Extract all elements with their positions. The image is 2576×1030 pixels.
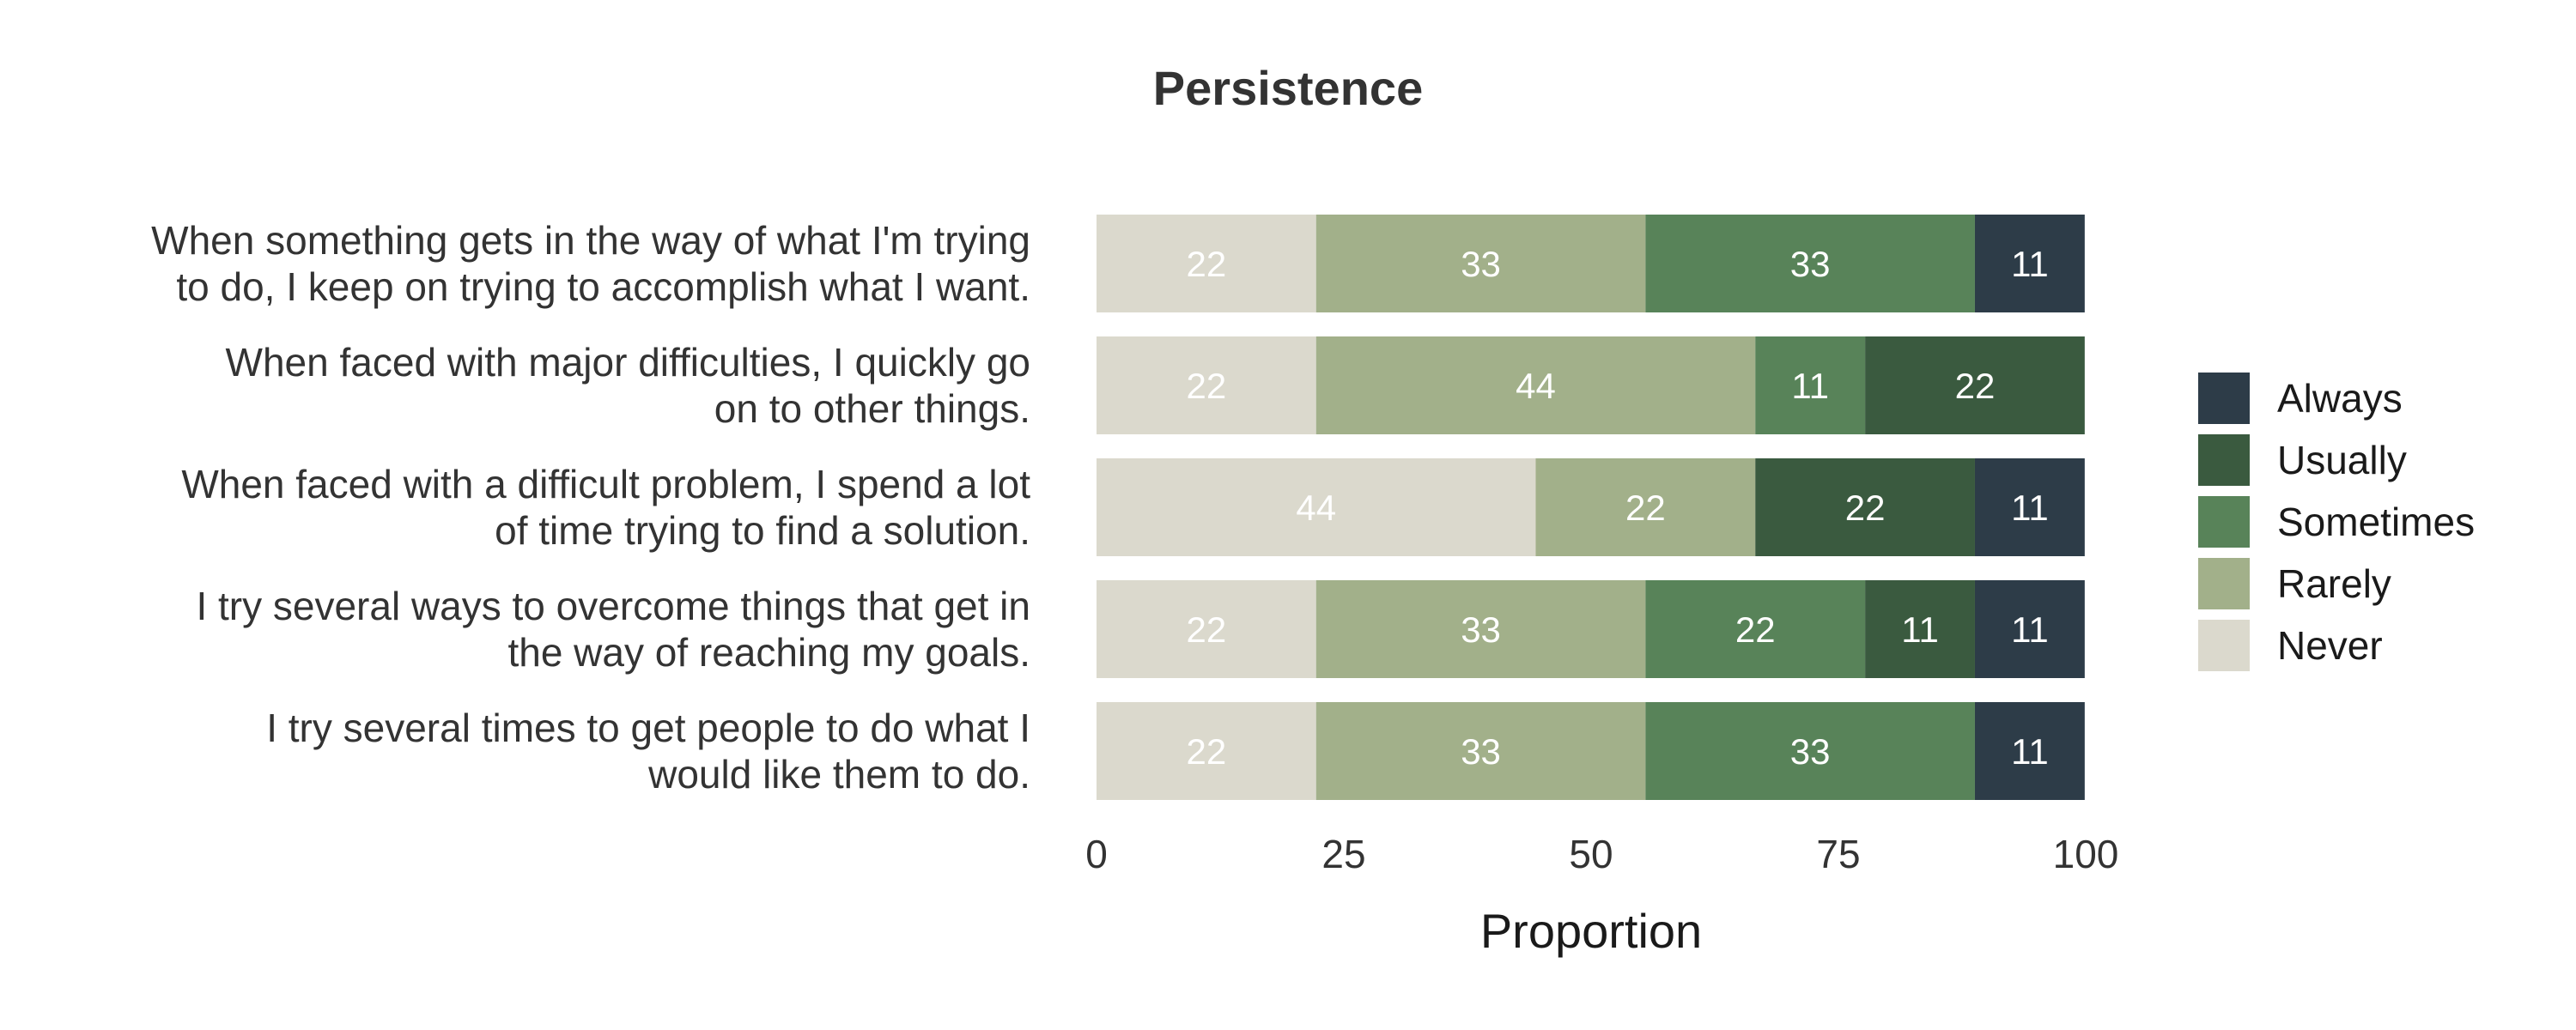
chart-title: Persistence bbox=[1152, 61, 1424, 115]
bar-sometimes-1 bbox=[1645, 215, 1975, 312]
bar-always-4 bbox=[1974, 580, 2085, 678]
data-label-always-1: 11 bbox=[2011, 244, 2049, 284]
legend: Always Usually Sometimes Rarely Never bbox=[2198, 367, 2475, 676]
bar-always-3 bbox=[1974, 458, 2085, 556]
bar-usually-4 bbox=[1865, 580, 1975, 678]
legend-swatch-sometimes bbox=[2198, 496, 2250, 548]
x-tick-label: 100 bbox=[2052, 832, 2119, 876]
category-label-line: to do, I keep on trying to accomplish wh… bbox=[176, 264, 1030, 309]
bar-rarely-2 bbox=[1315, 336, 1756, 434]
bar-never-3 bbox=[1097, 458, 1536, 556]
legend-item-always: Always bbox=[2198, 367, 2475, 429]
data-label-rarely-2: 44 bbox=[1516, 366, 1556, 406]
category-label-3: When faced with a difficult problem, I s… bbox=[26, 461, 1030, 554]
data-label-usually-3: 22 bbox=[1845, 488, 1886, 528]
bar-rarely-3 bbox=[1535, 458, 1756, 556]
legend-label-sometimes: Sometimes bbox=[2277, 500, 2476, 544]
legend-item-never: Never bbox=[2198, 615, 2475, 676]
bar-sometimes-2 bbox=[1755, 336, 1866, 434]
x-tick-label: 50 bbox=[1569, 832, 1613, 876]
data-label-rarely-3: 22 bbox=[1625, 488, 1666, 528]
category-label-line: When faced with a difficult problem, I s… bbox=[181, 462, 1030, 506]
data-label-never-1: 22 bbox=[1187, 244, 1227, 284]
bar-sometimes-5 bbox=[1645, 702, 1975, 800]
legend-label-usually: Usually bbox=[2277, 438, 2407, 482]
data-label-never-2: 22 bbox=[1187, 366, 1227, 406]
data-label-never-3: 44 bbox=[1296, 488, 1336, 528]
data-label-usually-2: 22 bbox=[1955, 366, 1996, 406]
x-tick-label: 75 bbox=[1816, 832, 1861, 876]
x-tick-label: 25 bbox=[1321, 832, 1366, 876]
category-label-line: the way of reaching my goals. bbox=[507, 630, 1030, 675]
data-label-never-5: 22 bbox=[1187, 731, 1227, 772]
bars-group: 22 33 33 11 22 44 11 22 44 22 22 11 22 33 22 11 11 22 33 33… bbox=[1097, 215, 2085, 800]
category-label-line: I try several ways to overcome things th… bbox=[196, 584, 1030, 628]
bar-sometimes-4 bbox=[1645, 580, 1866, 678]
data-label-rarely-1: 33 bbox=[1461, 244, 1501, 284]
legend-item-sometimes: Sometimes bbox=[2198, 491, 2475, 553]
bar-never-5 bbox=[1097, 702, 1316, 800]
data-label-always-3: 11 bbox=[2011, 488, 2049, 528]
data-label-never-4: 22 bbox=[1187, 609, 1227, 650]
bar-rarely-5 bbox=[1315, 702, 1646, 800]
category-label-line: on to other things. bbox=[714, 386, 1030, 431]
bar-rarely-1 bbox=[1315, 215, 1646, 312]
data-label-sometimes-2: 11 bbox=[1791, 366, 1829, 406]
category-label-line: When faced with major difficulties, I qu… bbox=[225, 340, 1030, 385]
category-label-line: I try several times to get people to do … bbox=[266, 706, 1030, 750]
bar-usually-3 bbox=[1755, 458, 1975, 556]
bar-rarely-4 bbox=[1315, 580, 1646, 678]
legend-item-usually: Usually bbox=[2198, 429, 2475, 491]
legend-swatch-rarely bbox=[2198, 558, 2250, 609]
bar-always-1 bbox=[1974, 215, 2085, 312]
bar-never-4 bbox=[1097, 580, 1316, 678]
legend-label-always: Always bbox=[2277, 376, 2403, 421]
data-label-sometimes-1: 33 bbox=[1790, 244, 1831, 284]
x-tick-label: 0 bbox=[1085, 832, 1108, 876]
data-label-sometimes-4: 22 bbox=[1735, 609, 1776, 650]
category-label-1: When something gets in the way of what I… bbox=[26, 217, 1030, 310]
legend-item-rarely: Rarely bbox=[2198, 553, 2475, 615]
category-label-5: I try several times to get people to do … bbox=[26, 705, 1030, 797]
x-axis-label: Proportion bbox=[1479, 904, 1703, 958]
legend-label-never: Never bbox=[2277, 623, 2383, 668]
legend-swatch-never bbox=[2198, 620, 2250, 671]
bar-always-5 bbox=[1974, 702, 2085, 800]
bar-usually-2 bbox=[1865, 336, 2085, 434]
category-label-line: When something gets in the way of what I… bbox=[151, 218, 1030, 263]
legend-swatch-always bbox=[2198, 373, 2250, 424]
data-label-rarely-5: 33 bbox=[1461, 731, 1501, 772]
data-label-always-4: 11 bbox=[2011, 609, 2049, 650]
legend-label-rarely: Rarely bbox=[2277, 561, 2391, 606]
category-label-line: would like them to do. bbox=[648, 752, 1030, 797]
bar-never-1 bbox=[1097, 215, 1316, 312]
data-label-usually-4: 11 bbox=[1901, 609, 1939, 650]
category-label-2: When faced with major difficulties, I qu… bbox=[26, 339, 1030, 432]
bar-never-2 bbox=[1097, 336, 1316, 434]
data-label-rarely-4: 33 bbox=[1461, 609, 1501, 650]
category-label-4: I try several ways to overcome things th… bbox=[26, 583, 1030, 676]
legend-swatch-usually bbox=[2198, 434, 2250, 486]
category-label-line: of time trying to find a solution. bbox=[495, 508, 1030, 553]
data-label-sometimes-5: 33 bbox=[1790, 731, 1831, 772]
data-label-always-5: 11 bbox=[2011, 731, 2049, 772]
